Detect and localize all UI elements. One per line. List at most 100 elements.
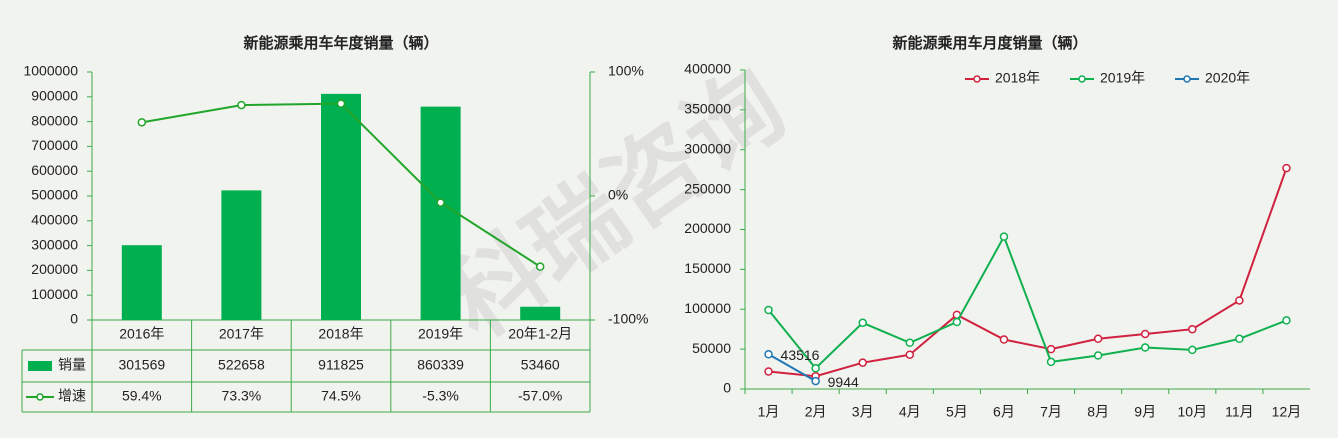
legend-label: 2018年 xyxy=(995,70,1040,86)
point xyxy=(858,358,867,367)
x-tick-label: 3月 xyxy=(852,404,874,420)
legend-label: 2019年 xyxy=(1100,70,1145,86)
point xyxy=(905,338,915,347)
y-tick-label: 0 xyxy=(70,311,78,327)
point xyxy=(999,335,1009,344)
legend-label: 销量 xyxy=(58,357,86,373)
line xyxy=(768,353,817,382)
x-tick-label: 2月 xyxy=(805,404,827,420)
y-tick-label: 800000 xyxy=(31,112,78,128)
x-tick-label: 7月 xyxy=(1040,404,1062,420)
x-tick-label: 5月 xyxy=(946,404,968,420)
data-label: 43516 xyxy=(781,347,820,363)
legend-swatch xyxy=(1078,75,1086,83)
bar xyxy=(520,306,561,320)
table-cell: 53460 xyxy=(521,357,560,373)
x-tick-label: 6月 xyxy=(993,404,1015,420)
table-cell: 73.3% xyxy=(222,388,262,404)
point xyxy=(905,350,915,359)
x-tick-label: 11月 xyxy=(1225,404,1254,420)
y-tick-label: 300000 xyxy=(684,140,731,156)
point xyxy=(1093,351,1103,360)
legend-swatch xyxy=(1183,75,1191,83)
y2-tick-label: -100% xyxy=(608,311,648,327)
point xyxy=(436,198,445,207)
y2-tick-label: 100% xyxy=(608,63,644,79)
point xyxy=(1235,334,1244,344)
bar xyxy=(221,190,262,320)
y-tick-label: 350000 xyxy=(684,101,731,117)
legend-label: 增速 xyxy=(58,388,86,404)
point xyxy=(1093,334,1103,344)
x-tick-label: 2017年 xyxy=(219,326,264,342)
y-tick-label: 250000 xyxy=(684,180,731,196)
table-cell: 59.4% xyxy=(122,388,162,404)
x-tick-label: 8月 xyxy=(1087,404,1109,420)
chart-title: 新能源乘用车年度销量（辆） xyxy=(243,34,438,52)
x-tick-label: 20年1-2月 xyxy=(508,326,572,342)
bar xyxy=(420,106,461,320)
point xyxy=(1140,329,1150,339)
table-cell: 522658 xyxy=(218,357,265,373)
point xyxy=(336,99,346,108)
y-tick-label: 50000 xyxy=(692,340,731,356)
legend-swatch xyxy=(36,393,44,401)
point xyxy=(1282,163,1291,173)
point xyxy=(811,376,820,386)
x-tick-label: 12月 xyxy=(1272,404,1302,420)
legend-swatch xyxy=(973,75,981,83)
x-tick-label: 2018年 xyxy=(318,326,363,342)
point xyxy=(1282,316,1291,325)
y-tick-label: 1000000 xyxy=(23,63,78,79)
x-tick-label: 9月 xyxy=(1134,404,1156,420)
data-label: 9944 xyxy=(828,374,859,390)
point xyxy=(952,317,962,327)
y-tick-label: 100000 xyxy=(31,286,78,302)
y-tick-label: 700000 xyxy=(31,137,78,153)
y-tick-label: 400000 xyxy=(31,212,78,228)
bar xyxy=(321,93,361,320)
x-tick-label: 2019年 xyxy=(418,326,463,342)
y-tick-label: 200000 xyxy=(684,220,731,236)
y-tick-label: 100000 xyxy=(684,300,731,316)
table-cell: 860339 xyxy=(417,357,464,373)
bar xyxy=(121,245,162,320)
y-tick-label: 900000 xyxy=(31,88,78,104)
point xyxy=(999,232,1009,241)
point xyxy=(811,364,820,373)
y-tick-label: 500000 xyxy=(31,187,78,203)
table-cell: -5.3% xyxy=(422,388,459,404)
point xyxy=(1140,343,1150,352)
point xyxy=(237,100,246,110)
table-cell: -57.0% xyxy=(518,388,562,404)
point xyxy=(1188,324,1197,334)
legend-swatch xyxy=(28,361,52,371)
y-tick-label: 600000 xyxy=(31,162,78,178)
legend-label: 2020年 xyxy=(1205,70,1250,86)
point xyxy=(1046,344,1056,354)
point xyxy=(535,262,545,271)
x-tick-label: 10月 xyxy=(1178,404,1208,420)
y2-tick-label: 0% xyxy=(608,187,628,203)
table-cell: 74.5% xyxy=(321,388,361,404)
line xyxy=(768,167,1288,378)
point xyxy=(764,305,773,315)
x-tick-label: 1月 xyxy=(758,404,780,420)
point xyxy=(764,367,773,376)
x-tick-label: 4月 xyxy=(899,404,921,420)
y-tick-label: 400000 xyxy=(684,61,731,77)
point xyxy=(1235,296,1244,305)
table-cell: 301569 xyxy=(118,357,165,373)
point xyxy=(1188,345,1197,355)
line xyxy=(767,234,1287,370)
chart-title: 新能源乘用车月度销量（辆） xyxy=(892,34,1087,52)
y-tick-label: 150000 xyxy=(684,260,731,276)
point xyxy=(858,318,867,328)
y-tick-label: 300000 xyxy=(31,236,78,252)
y-tick-label: 0 xyxy=(723,380,731,396)
y-tick-label: 200000 xyxy=(31,261,78,277)
x-tick-label: 2016年 xyxy=(119,326,164,342)
table-cell: 911825 xyxy=(318,357,364,373)
